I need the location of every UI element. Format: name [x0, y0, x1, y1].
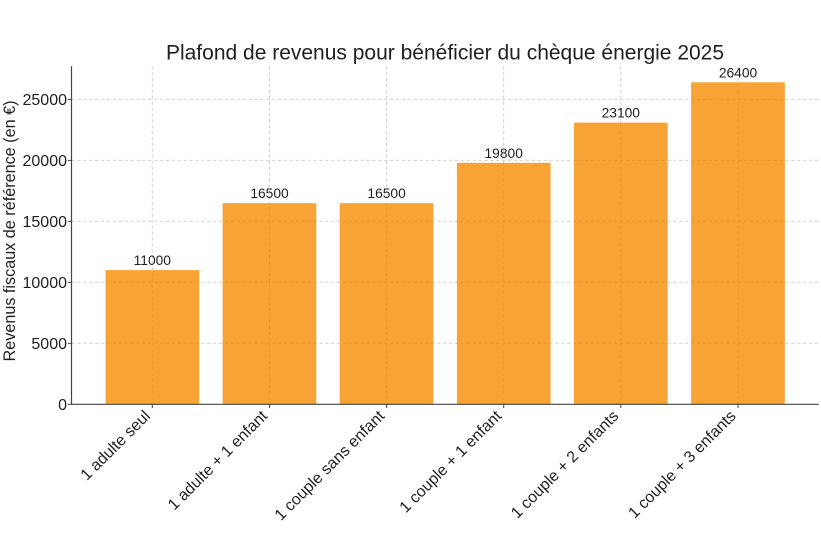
- svg-text:19800: 19800: [485, 146, 524, 161]
- svg-text:26400: 26400: [719, 65, 758, 80]
- svg-text:25000: 25000: [23, 92, 68, 109]
- svg-text:Plafond de revenus pour bénéfi: Plafond de revenus pour bénéficier du ch…: [166, 42, 724, 65]
- svg-text:5000: 5000: [31, 336, 67, 353]
- svg-text:16500: 16500: [250, 186, 289, 201]
- svg-text:Revenus fiscaux de référence (: Revenus fiscaux de référence (en €): [1, 101, 19, 362]
- svg-text:10000: 10000: [23, 275, 68, 292]
- svg-text:0: 0: [58, 397, 67, 414]
- svg-text:23100: 23100: [602, 106, 641, 121]
- svg-text:20000: 20000: [23, 153, 68, 170]
- svg-text:15000: 15000: [23, 214, 68, 231]
- svg-text:11000: 11000: [134, 253, 172, 268]
- svg-text:16500: 16500: [367, 186, 406, 201]
